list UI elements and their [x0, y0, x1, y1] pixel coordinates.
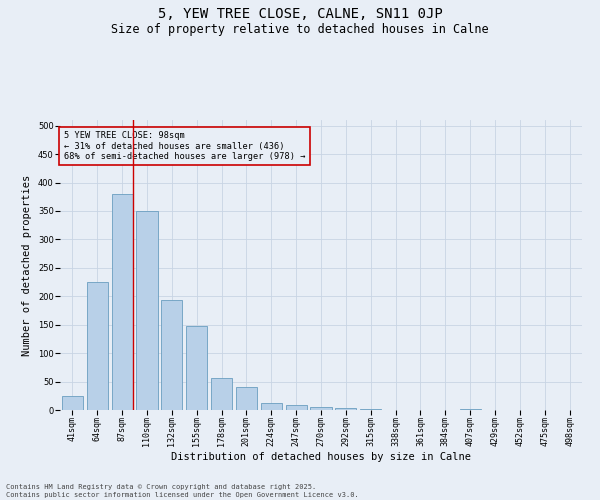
- Bar: [261, 403, 282, 410]
- Bar: [211, 378, 232, 410]
- Bar: [186, 326, 207, 410]
- Bar: [236, 386, 257, 410]
- Bar: [87, 282, 108, 410]
- Text: 5 YEW TREE CLOSE: 98sqm
← 31% of detached houses are smaller (436)
68% of semi-d: 5 YEW TREE CLOSE: 98sqm ← 31% of detache…: [64, 132, 305, 161]
- Bar: [310, 407, 332, 410]
- Bar: [286, 406, 307, 410]
- Y-axis label: Number of detached properties: Number of detached properties: [22, 174, 32, 356]
- Text: Contains HM Land Registry data © Crown copyright and database right 2025.
Contai: Contains HM Land Registry data © Crown c…: [6, 484, 359, 498]
- Text: 5, YEW TREE CLOSE, CALNE, SN11 0JP: 5, YEW TREE CLOSE, CALNE, SN11 0JP: [158, 8, 442, 22]
- X-axis label: Distribution of detached houses by size in Calne: Distribution of detached houses by size …: [171, 452, 471, 462]
- Bar: [112, 194, 133, 410]
- Text: Size of property relative to detached houses in Calne: Size of property relative to detached ho…: [111, 22, 489, 36]
- Bar: [161, 300, 182, 410]
- Bar: [335, 408, 356, 410]
- Bar: [136, 211, 158, 410]
- Bar: [62, 396, 83, 410]
